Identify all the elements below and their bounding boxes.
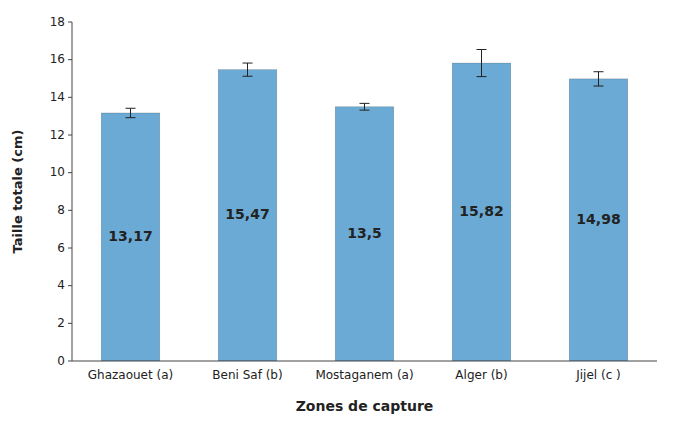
y-axis-line <box>72 22 73 361</box>
bar <box>218 70 277 361</box>
x-tick-label: Alger (b) <box>455 368 507 382</box>
y-tick <box>68 285 72 286</box>
chart-container: 0 2 4 6 8 10 12 14 16 18 Ghazaouet (a) Beni Saf (b)… <box>0 0 679 433</box>
data-label: 13,17 <box>108 228 152 244</box>
error-cap <box>243 76 253 77</box>
error-cap <box>360 103 370 104</box>
y-tick-label: 14 <box>50 90 65 104</box>
error-cap <box>243 63 253 64</box>
y-tick <box>68 97 72 98</box>
y-tick <box>68 248 72 249</box>
bar <box>452 63 511 361</box>
error-cap <box>126 108 136 109</box>
bar <box>335 107 394 361</box>
y-tick-label: 16 <box>50 52 65 66</box>
x-tick-label: Ghazaouet (a) <box>88 368 173 382</box>
data-label: 13,5 <box>347 225 382 241</box>
x-axis-title: Zones de capture <box>296 398 434 414</box>
error-bar <box>594 72 604 86</box>
marks <box>101 49 628 361</box>
error-cap <box>360 110 370 111</box>
data-label: 14,98 <box>576 211 620 227</box>
x-tick-label: Mostaganem (a) <box>315 368 413 382</box>
bar <box>569 79 628 361</box>
error-stem <box>247 63 248 76</box>
error-cap <box>477 76 487 77</box>
y-tick <box>68 135 72 136</box>
y-tick <box>68 323 72 324</box>
error-cap <box>594 86 604 87</box>
error-cap <box>126 117 136 118</box>
y-tick-label: 12 <box>50 128 65 142</box>
chart-svg: 0 2 4 6 8 10 12 14 16 18 Ghazaouet (a) Beni Saf (b)… <box>0 0 679 433</box>
data-labels: 13,17 15,47 13,5 15,82 14,98 <box>108 203 620 244</box>
y-tick <box>68 22 72 23</box>
y-tick-label: 10 <box>50 165 65 179</box>
y-tick-label: 8 <box>57 203 65 217</box>
error-stem <box>481 49 482 76</box>
error-stem <box>598 72 599 86</box>
error-cap <box>477 49 487 50</box>
error-bar <box>243 63 253 76</box>
x-tick-label: Jijel (c ) <box>575 368 621 382</box>
y-tick <box>68 172 72 173</box>
error-stem <box>364 103 365 110</box>
error-bar <box>477 49 487 76</box>
bar <box>101 113 160 361</box>
x-axis-line <box>72 361 657 362</box>
y-tick <box>68 210 72 211</box>
y-tick-label: 4 <box>57 278 65 292</box>
error-stem <box>130 108 131 117</box>
axes: 0 2 4 6 8 10 12 14 16 18 Ghazaouet (a) Beni Saf (b)… <box>50 15 657 383</box>
error-bar <box>126 108 136 117</box>
data-label: 15,82 <box>459 203 503 219</box>
x-tick-label: Beni Saf (b) <box>212 368 282 382</box>
y-tick-label: 2 <box>57 316 65 330</box>
y-tick <box>68 59 72 60</box>
y-axis-title: Taille totale (cm) <box>10 130 25 254</box>
y-tick-label: 6 <box>57 241 65 255</box>
data-label: 15,47 <box>225 206 269 222</box>
y-tick <box>68 361 72 362</box>
error-bar <box>360 103 370 110</box>
y-tick-label: 18 <box>50 15 65 29</box>
y-tick-label: 0 <box>57 354 65 368</box>
error-cap <box>594 71 604 72</box>
